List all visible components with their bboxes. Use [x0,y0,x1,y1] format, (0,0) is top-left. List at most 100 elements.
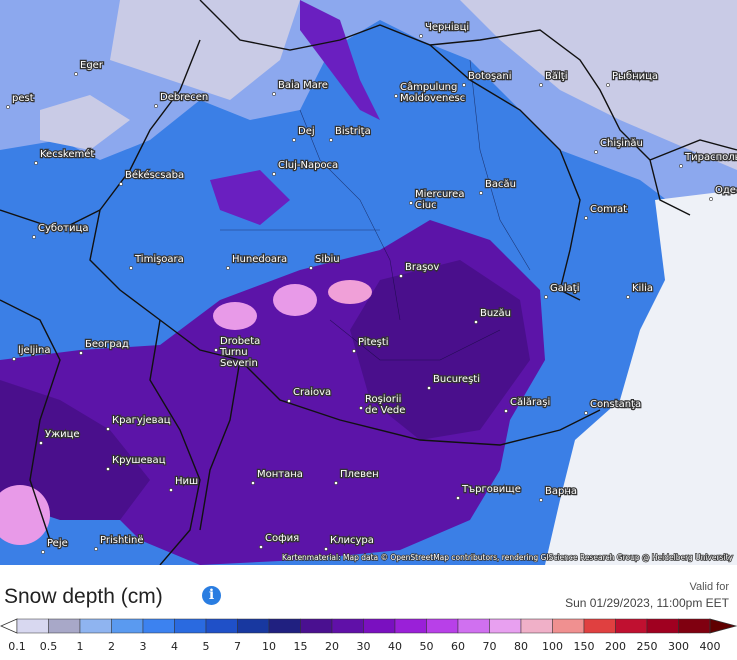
city-label: Câmpulung [400,81,457,93]
city-label: Debrecen [160,92,208,103]
city-dot [334,481,338,485]
scale-box [79,618,112,634]
city-dot [394,94,398,98]
city-label: Prishtinë [100,535,143,546]
city-dot [74,72,78,76]
city-label: pest [12,93,34,104]
city-dot [419,34,423,38]
scale-label: 3 [140,640,147,653]
city-dot [709,197,713,201]
city-dot [679,164,683,168]
city-dot [6,105,10,109]
city-label: Крушевац [112,455,166,466]
city-label: Варна [545,486,577,497]
scale-box [583,618,616,634]
attribution: Kartenmaterial: Map data © OpenStreetMap… [282,553,734,562]
scale-box [331,618,364,634]
city-dot [539,498,543,502]
city-label: Miercurea [415,189,464,200]
scale-label: 80 [514,640,528,653]
info-icon[interactable]: i [202,586,221,605]
scale-box [111,618,144,634]
city-label: Крагујевац [112,414,171,426]
scale-box [646,618,679,634]
scale-label: 100 [542,640,563,653]
city-dot [584,216,588,220]
color-scale: 0.1 0.5 1 2 3 4 5 7 10 15 20 30 40 50 60 70 80 100 150 200 2… [0,618,737,653]
city-label: Roşiorii [365,394,401,405]
city-label: Рыбница [612,71,658,82]
city-label: Baia Mare [278,80,328,91]
city-dot [12,357,16,361]
map: Eger Debrecen pest Baia Mare Чернівці Botoşan… [0,0,737,565]
city-dot [309,266,313,270]
city-dot [154,104,158,108]
city-label: Bucureşti [433,374,480,385]
scale-box [426,618,459,634]
city-label: Bistriţa [335,126,371,137]
scale-label: 200 [605,640,626,653]
above-arrow [709,618,737,634]
city-label: Суботица [38,223,88,234]
scale-label: 40 [388,640,402,653]
scale-box [174,618,207,634]
city-dot [106,467,110,471]
scale-box [16,618,49,634]
city-label: Severin [220,358,258,369]
city-dot [272,172,276,176]
scale-box [48,618,81,634]
city-label: Kecskemét [40,148,94,160]
city-dot [129,266,133,270]
city-label: Ниш [175,476,198,487]
city-label: Constanţa [590,399,641,410]
scale-box [394,618,427,634]
city-label: Comrat [590,204,627,215]
scale-box [363,618,396,634]
scale-label: 150 [574,640,595,653]
scale-box [520,618,553,634]
scale-box [300,618,333,634]
city-dot [427,386,431,390]
city-dot [479,191,483,195]
city-dot [594,150,598,154]
scale-label: 400 [700,640,721,653]
scale-box [142,618,175,634]
scale-box [489,618,522,634]
city-label: Timişoara [134,254,184,265]
city-dot [329,138,333,142]
peak-snow [213,302,257,330]
city-dot [504,409,508,413]
city-dot [39,441,43,445]
black-sea [545,190,737,565]
city-label: Hunedoara [232,254,287,265]
city-dot [34,161,38,165]
city-label: Bălţi [545,71,567,82]
scale-label: 0.1 [8,640,26,653]
peak-snow [328,280,372,304]
city-dot [226,266,230,270]
deep-snow [0,260,530,520]
city-label: Bacău [485,179,516,190]
city-dot [626,295,630,299]
city-label: Монтана [257,469,303,480]
city-dot [272,92,276,96]
scale-box [237,618,270,634]
city-label: Drobeta [220,336,260,347]
city-label: de Vede [365,405,405,416]
city-dot [584,411,588,415]
city-dot [544,295,548,299]
scale-box [268,618,301,634]
scale-label: 300 [668,640,689,653]
scale-label: 50 [420,640,434,653]
scale-box [457,618,490,634]
city-dot [79,351,83,355]
city-dot [474,320,478,324]
city-label: Београд [85,339,129,350]
scale-label: 10 [262,640,276,653]
city-label: Тирасполь [684,152,737,163]
city-label: Buzău [480,308,511,319]
city-dot [409,201,413,205]
city-dot [251,481,255,485]
city-label: Клисура [330,535,374,546]
scale-box [552,618,585,634]
